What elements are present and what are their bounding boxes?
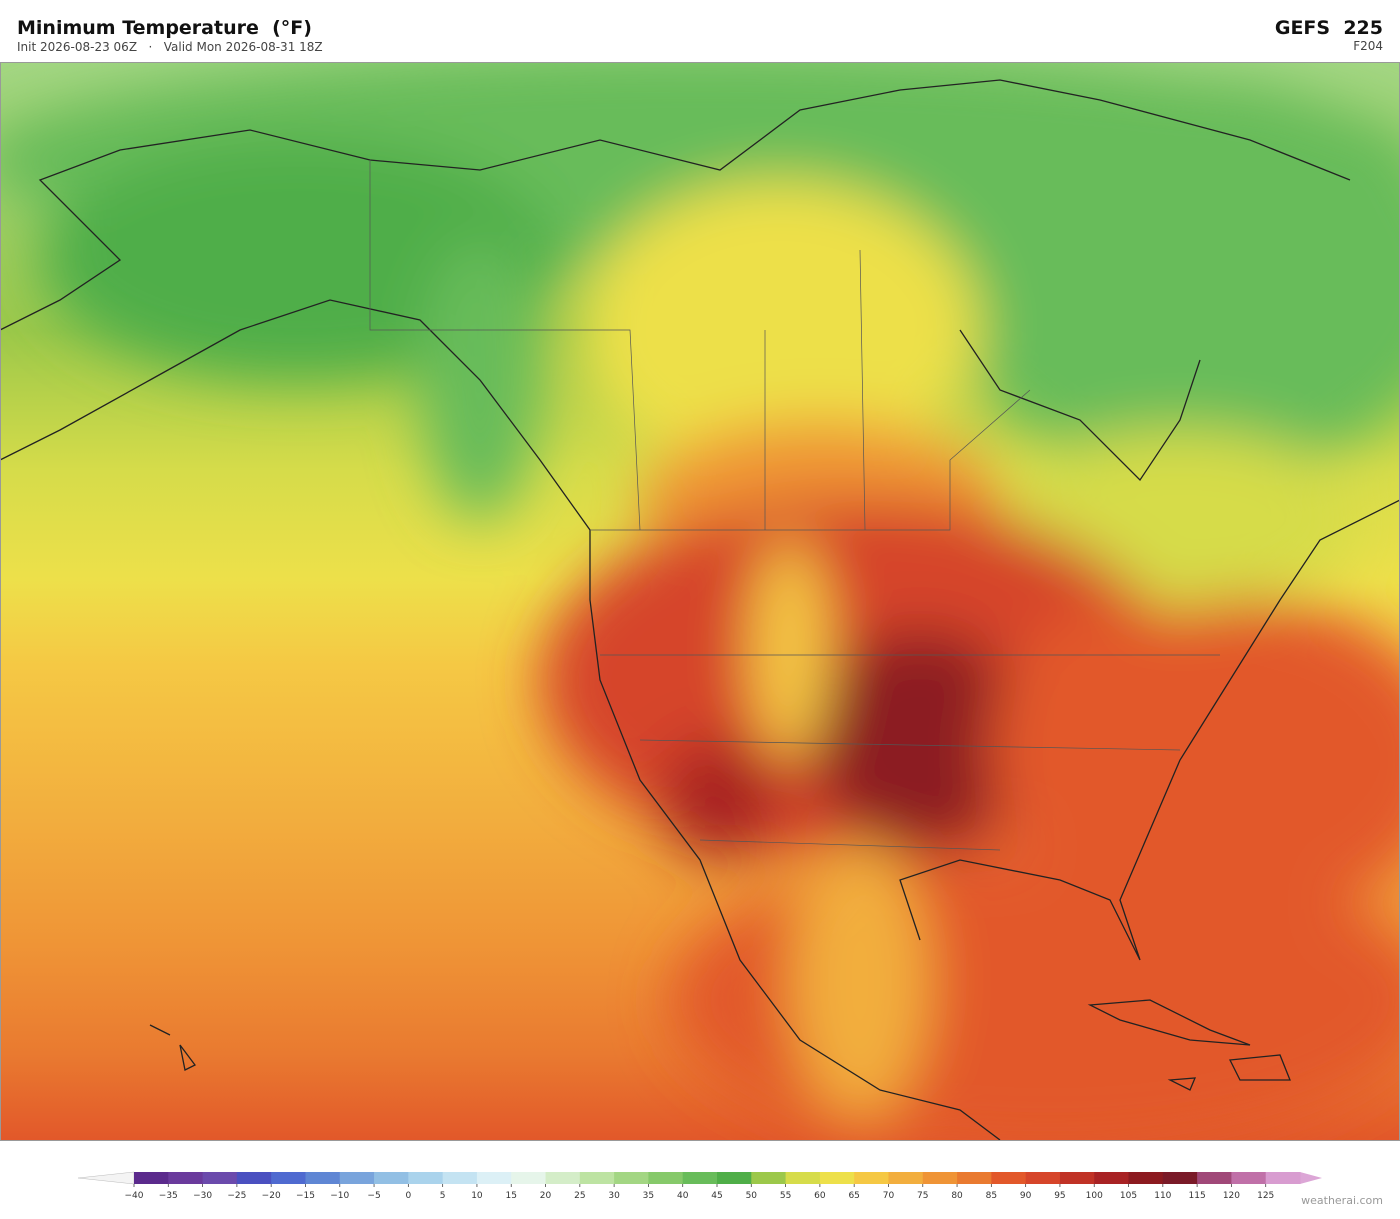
colorbar-swatch (819, 1172, 855, 1184)
colorbar-swatch (339, 1172, 375, 1184)
colorbar-swatch (1162, 1172, 1198, 1184)
colorbar-tick-label: 5 (440, 1191, 446, 1201)
colorbar-tick-label: 90 (1020, 1191, 1032, 1201)
colorbar-swatch (545, 1172, 581, 1184)
colorbar-tick-label: 85 (986, 1191, 997, 1201)
colorbar-swatch (408, 1172, 444, 1184)
colorbar-tick-label: −5 (367, 1191, 380, 1201)
subtitle: Init 2026-08-23 06Z · Valid Mon 2026-08-… (17, 40, 323, 54)
colorbar-swatch (202, 1172, 238, 1184)
colorbar-swatch (785, 1172, 821, 1184)
colorbar-tick-label: 120 (1223, 1191, 1240, 1201)
colorbar-tick-label: 15 (506, 1191, 517, 1201)
colorbar-over (1300, 1172, 1322, 1184)
colorbar-swatch (682, 1172, 718, 1184)
credit: weatherai.com (1301, 1194, 1383, 1207)
colorbar-swatch (648, 1172, 684, 1184)
colorbar-swatch (614, 1172, 649, 1184)
colorbar-tick-label: 25 (574, 1191, 585, 1201)
colorbar-tick-label: 45 (711, 1191, 722, 1201)
colorbar-swatch (511, 1172, 547, 1184)
colorbar-tick-label: 115 (1189, 1191, 1206, 1201)
colorbar-tick-label: 20 (540, 1191, 552, 1201)
colorbar-tick-label: 30 (608, 1191, 620, 1201)
colorbar-swatch (1025, 1172, 1061, 1184)
colorbar-tick-label: 60 (814, 1191, 826, 1201)
colorbar-swatch (922, 1172, 958, 1184)
colorbar-swatch (1265, 1172, 1301, 1184)
colorbar-swatch (236, 1172, 272, 1184)
colorbar-tick-label: 105 (1120, 1191, 1137, 1201)
colorbar-swatch (1128, 1172, 1164, 1184)
title: Minimum Temperature (°F) (17, 17, 312, 39)
colorbar-tick-label: 50 (746, 1191, 758, 1201)
colorbar-tick-label: −40 (125, 1191, 144, 1201)
colorbar-swatch (854, 1172, 889, 1184)
colorbar-swatch (888, 1172, 924, 1184)
colorbar-swatch (168, 1172, 204, 1184)
model-label: GEFS 225 (1275, 17, 1383, 39)
colorbar-swatch (1059, 1172, 1095, 1184)
colorbar-tick-label: −30 (193, 1191, 212, 1201)
colorbar-swatch (374, 1172, 409, 1184)
colorbar-swatch (271, 1172, 306, 1184)
map (0, 62, 1400, 1140)
colorbar-tick-label: 75 (917, 1191, 928, 1201)
colorbar-swatch (305, 1172, 341, 1184)
colorbar-swatch (751, 1172, 787, 1184)
colorbar-swatch (1094, 1172, 1130, 1184)
colorbar-tick-label: 10 (471, 1191, 483, 1201)
colorbar-tick-label: −10 (330, 1191, 349, 1201)
colorbar-under (77, 1171, 135, 1185)
colorbar-tick-label: 40 (677, 1191, 689, 1201)
colorbar-swatch (1231, 1172, 1267, 1184)
colorbar-tick-label: 55 (780, 1191, 791, 1201)
colorbar-tick-label: −25 (227, 1191, 246, 1201)
forecast-hour: F204 (1353, 39, 1383, 53)
colorbar: −40 −35 −30 −25 −20 −15 −10 −5 0 5 10 15 20 25 30 35 40 4… (77, 1171, 1322, 1201)
colorbar-tick-label: 80 (951, 1191, 963, 1201)
colorbar-tick-label: 125 (1257, 1191, 1274, 1201)
colorbar-tick-label: −15 (296, 1191, 315, 1201)
colorbar-tick-label: 65 (848, 1191, 859, 1201)
colorbar-tick-label: 100 (1086, 1191, 1103, 1201)
colorbar-swatch (134, 1172, 169, 1184)
colorbar-tick-label: 70 (883, 1191, 895, 1201)
colorbar-tick-label: −20 (262, 1191, 281, 1201)
colorbar-tick-label: 110 (1154, 1191, 1171, 1201)
colorbar-tick-label: −35 (159, 1191, 178, 1201)
colorbar-swatch (1197, 1172, 1232, 1184)
colorbar-tick-label: 0 (405, 1191, 411, 1201)
colorbar-swatch (442, 1172, 478, 1184)
colorbar-tick-label: 35 (643, 1191, 654, 1201)
colorbar-swatch (717, 1172, 752, 1184)
colorbar-swatch (957, 1172, 992, 1184)
colorbar-swatch (476, 1172, 512, 1184)
colorbar-swatch (579, 1172, 615, 1184)
colorbar-swatch (991, 1172, 1027, 1184)
colorbar-tick-label: 95 (1054, 1191, 1065, 1201)
